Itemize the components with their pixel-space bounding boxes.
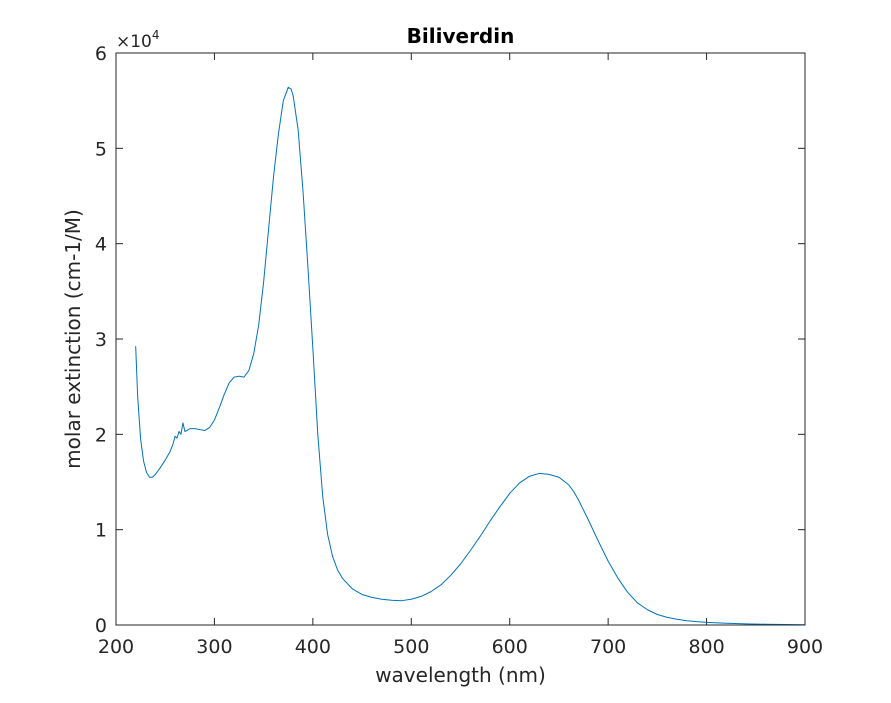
x-tick-label: 900 bbox=[787, 636, 823, 658]
plot-area bbox=[116, 53, 805, 625]
y-exponent-base: ×10 bbox=[116, 32, 152, 52]
y-tick-label: 0 bbox=[95, 615, 107, 637]
chart-title: Biliverdin bbox=[407, 24, 515, 48]
series-layer bbox=[135, 86, 806, 626]
x-tick-label: 600 bbox=[492, 636, 528, 658]
y-tick-label: 5 bbox=[95, 138, 107, 160]
x-tick-label: 400 bbox=[295, 636, 331, 658]
y-tick-label: 3 bbox=[95, 329, 107, 351]
x-tick-label: 800 bbox=[688, 636, 724, 658]
y-axis-label: molar extinction (cm-1/M) bbox=[61, 209, 85, 469]
y-tick-label: 4 bbox=[95, 234, 107, 256]
series-line bbox=[135, 86, 806, 626]
ticks-layer: 200 300 400 500 600 700 800 900 0 1 2 3 4 5 6 bbox=[95, 43, 823, 658]
y-tick-label: 2 bbox=[95, 424, 107, 446]
y-tick-label: 1 bbox=[95, 520, 107, 542]
y-tick-label: 6 bbox=[95, 43, 107, 65]
x-tick-label: 700 bbox=[590, 636, 626, 658]
y-exponent-label: ×104 bbox=[116, 28, 160, 52]
y-exponent-power: 4 bbox=[152, 28, 160, 42]
x-tick-label: 500 bbox=[393, 636, 429, 658]
x-tick-label: 200 bbox=[98, 636, 134, 658]
axes-box bbox=[115, 52, 806, 626]
x-axis-label: wavelength (nm) bbox=[375, 663, 546, 687]
x-tick-label: 300 bbox=[196, 636, 232, 658]
